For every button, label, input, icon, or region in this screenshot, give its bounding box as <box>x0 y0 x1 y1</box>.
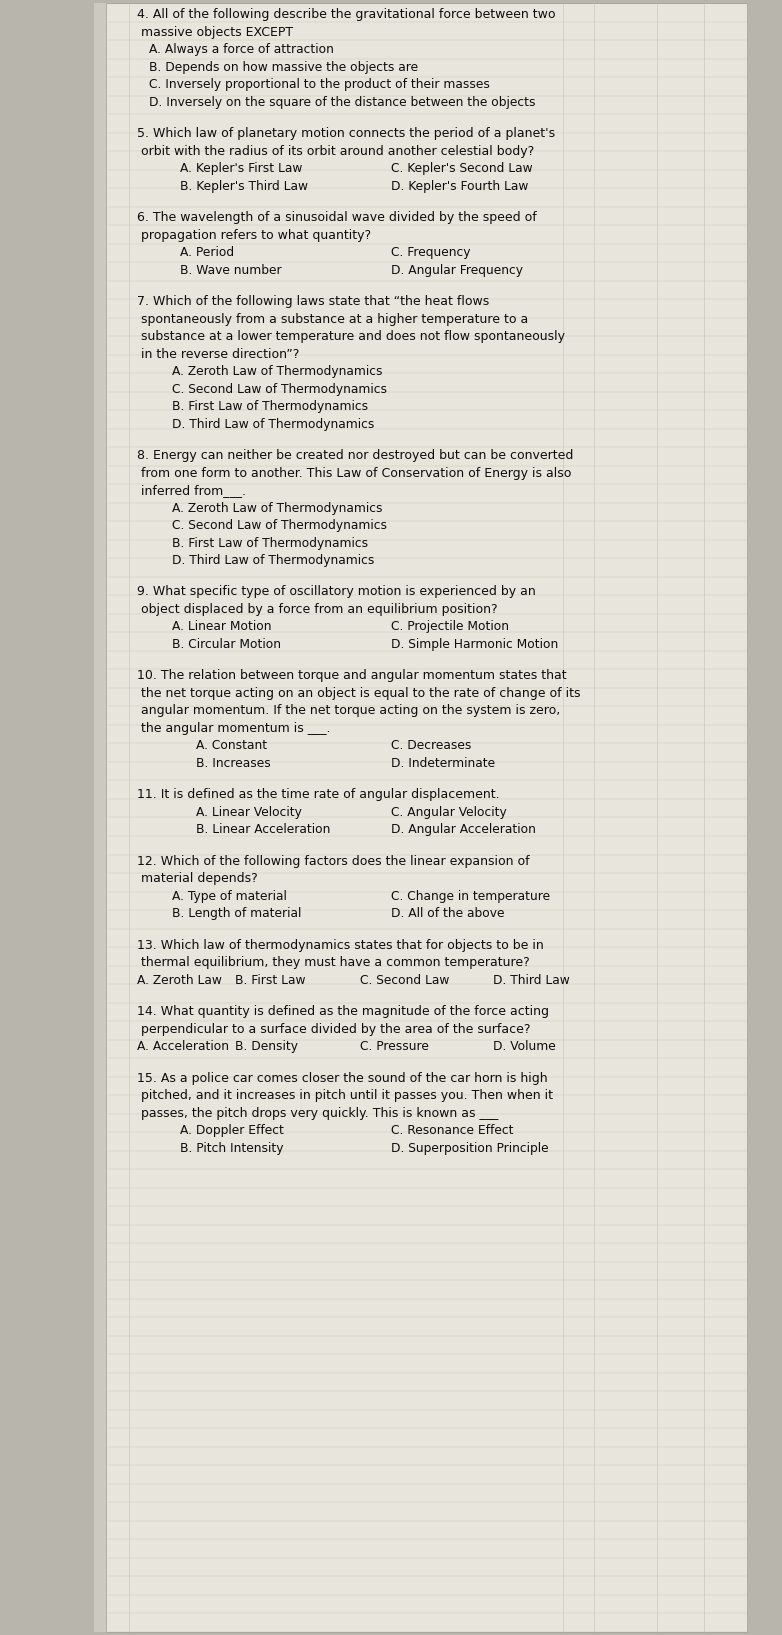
Text: D. Angular Frequency: D. Angular Frequency <box>391 263 523 276</box>
Text: inferred from___.: inferred from___. <box>141 484 246 497</box>
Text: 5. Which law of planetary motion connects the period of a planet's: 5. Which law of planetary motion connect… <box>137 128 555 141</box>
Text: spontaneously from a substance at a higher temperature to a: spontaneously from a substance at a high… <box>141 312 528 325</box>
Text: 12. Which of the following factors does the linear expansion of: 12. Which of the following factors does … <box>137 855 529 868</box>
Text: 8. Energy can neither be created nor destroyed but can be converted: 8. Energy can neither be created nor des… <box>137 450 573 463</box>
Text: perpendicular to a surface divided by the area of the surface?: perpendicular to a surface divided by th… <box>141 1024 530 1037</box>
Text: A. Zeroth Law of Thermodynamics: A. Zeroth Law of Thermodynamics <box>172 365 382 378</box>
Text: from one form to another. This Law of Conservation of Energy is also: from one form to another. This Law of Co… <box>141 466 571 479</box>
Text: D. All of the above: D. All of the above <box>391 907 504 921</box>
Text: C. Change in temperature: C. Change in temperature <box>391 889 550 903</box>
Text: D. Inversely on the square of the distance between the objects: D. Inversely on the square of the distan… <box>149 96 535 108</box>
Text: B. Length of material: B. Length of material <box>172 907 301 921</box>
Text: substance at a lower temperature and does not flow spontaneously: substance at a lower temperature and doe… <box>141 330 565 343</box>
Text: D. Indeterminate: D. Indeterminate <box>391 757 495 770</box>
Text: the net torque acting on an object is equal to the rate of change of its: the net torque acting on an object is eq… <box>141 687 580 700</box>
Text: B. Density: B. Density <box>235 1040 298 1053</box>
Text: D. Kepler's Fourth Law: D. Kepler's Fourth Law <box>391 180 529 193</box>
Text: D. Superposition Principle: D. Superposition Principle <box>391 1141 549 1154</box>
Text: orbit with the radius of its orbit around another celestial body?: orbit with the radius of its orbit aroun… <box>141 144 534 157</box>
Text: angular momentum. If the net torque acting on the system is zero,: angular momentum. If the net torque acti… <box>141 705 560 718</box>
Text: propagation refers to what quantity?: propagation refers to what quantity? <box>141 229 371 242</box>
Text: A. Type of material: A. Type of material <box>172 889 287 903</box>
Text: B. First Law of Thermodynamics: B. First Law of Thermodynamics <box>172 536 368 549</box>
Text: B. First Law: B. First Law <box>235 974 305 988</box>
Text: C. Frequency: C. Frequency <box>391 247 471 258</box>
Text: A. Zeroth Law of Thermodynamics: A. Zeroth Law of Thermodynamics <box>172 502 382 515</box>
Text: D. Third Law of Thermodynamics: D. Third Law of Thermodynamics <box>172 554 375 567</box>
Text: pitched, and it increases in pitch until it passes you. Then when it: pitched, and it increases in pitch until… <box>141 1089 553 1102</box>
Text: C. Angular Velocity: C. Angular Velocity <box>391 806 507 819</box>
Text: C. Projectile Motion: C. Projectile Motion <box>391 621 509 633</box>
Text: A. Kepler's First Law: A. Kepler's First Law <box>180 162 302 175</box>
Text: B. Linear Acceleration: B. Linear Acceleration <box>196 824 330 837</box>
Text: A. Linear Motion: A. Linear Motion <box>172 621 271 633</box>
Text: A. Constant: A. Constant <box>196 739 267 752</box>
Text: D. Simple Harmonic Motion: D. Simple Harmonic Motion <box>391 638 558 651</box>
Text: A. Always a force of attraction: A. Always a force of attraction <box>149 43 333 56</box>
Text: object displaced by a force from an equilibrium position?: object displaced by a force from an equi… <box>141 603 497 616</box>
Text: B. Increases: B. Increases <box>196 757 271 770</box>
Text: B. Depends on how massive the objects are: B. Depends on how massive the objects ar… <box>149 60 418 74</box>
Text: C. Pressure: C. Pressure <box>360 1040 429 1053</box>
Text: D. Volume: D. Volume <box>493 1040 555 1053</box>
Text: 9. What specific type of oscillatory motion is experienced by an: 9. What specific type of oscillatory mot… <box>137 585 536 598</box>
Text: 10. The relation between torque and angular momentum states that: 10. The relation between torque and angu… <box>137 669 566 682</box>
Text: passes, the pitch drops very quickly. This is known as ___: passes, the pitch drops very quickly. Th… <box>141 1107 498 1120</box>
Text: 15. As a police car comes closer the sound of the car horn is high: 15. As a police car comes closer the sou… <box>137 1073 547 1086</box>
Text: B. Wave number: B. Wave number <box>180 263 282 276</box>
Text: C. Second Law of Thermodynamics: C. Second Law of Thermodynamics <box>172 383 387 396</box>
Text: thermal equilibrium, they must have a common temperature?: thermal equilibrium, they must have a co… <box>141 956 529 970</box>
Text: A. Acceleration: A. Acceleration <box>137 1040 229 1053</box>
Text: 14. What quantity is defined as the magnitude of the force acting: 14. What quantity is defined as the magn… <box>137 1006 549 1019</box>
Text: 6. The wavelength of a sinusoidal wave divided by the speed of: 6. The wavelength of a sinusoidal wave d… <box>137 211 536 224</box>
Text: B. Kepler's Third Law: B. Kepler's Third Law <box>180 180 308 193</box>
Text: in the reverse direction”?: in the reverse direction”? <box>141 348 300 361</box>
Text: 4. All of the following describe the gravitational force between two: 4. All of the following describe the gra… <box>137 8 555 21</box>
Text: B. First Law of Thermodynamics: B. First Law of Thermodynamics <box>172 401 368 414</box>
Text: C. Resonance Effect: C. Resonance Effect <box>391 1125 514 1138</box>
Text: D. Angular Acceleration: D. Angular Acceleration <box>391 824 536 837</box>
Text: material depends?: material depends? <box>141 873 257 886</box>
Text: C. Decreases: C. Decreases <box>391 739 472 752</box>
Text: C. Second Law: C. Second Law <box>360 974 449 988</box>
Text: A. Period: A. Period <box>180 247 234 258</box>
Text: 13. Which law of thermodynamics states that for objects to be in: 13. Which law of thermodynamics states t… <box>137 938 543 952</box>
Text: B. Pitch Intensity: B. Pitch Intensity <box>180 1141 283 1154</box>
Text: C. Second Law of Thermodynamics: C. Second Law of Thermodynamics <box>172 518 387 531</box>
Text: D. Third Law of Thermodynamics: D. Third Law of Thermodynamics <box>172 417 375 430</box>
FancyBboxPatch shape <box>106 3 747 1632</box>
Text: C. Inversely proportional to the product of their masses: C. Inversely proportional to the product… <box>149 78 490 92</box>
Text: A. Zeroth Law: A. Zeroth Law <box>137 974 222 988</box>
Text: 7. Which of the following laws state that “the heat flows: 7. Which of the following laws state tha… <box>137 294 489 307</box>
Text: C. Kepler's Second Law: C. Kepler's Second Law <box>391 162 533 175</box>
Text: A. Linear Velocity: A. Linear Velocity <box>196 806 301 819</box>
Text: B. Circular Motion: B. Circular Motion <box>172 638 281 651</box>
Text: massive objects EXCEPT: massive objects EXCEPT <box>141 26 293 39</box>
Text: A. Doppler Effect: A. Doppler Effect <box>180 1125 284 1138</box>
FancyBboxPatch shape <box>94 3 106 1632</box>
Text: 11. It is defined as the time rate of angular displacement.: 11. It is defined as the time rate of an… <box>137 788 500 801</box>
Text: the angular momentum is ___.: the angular momentum is ___. <box>141 723 330 736</box>
Text: D. Third Law: D. Third Law <box>493 974 569 988</box>
